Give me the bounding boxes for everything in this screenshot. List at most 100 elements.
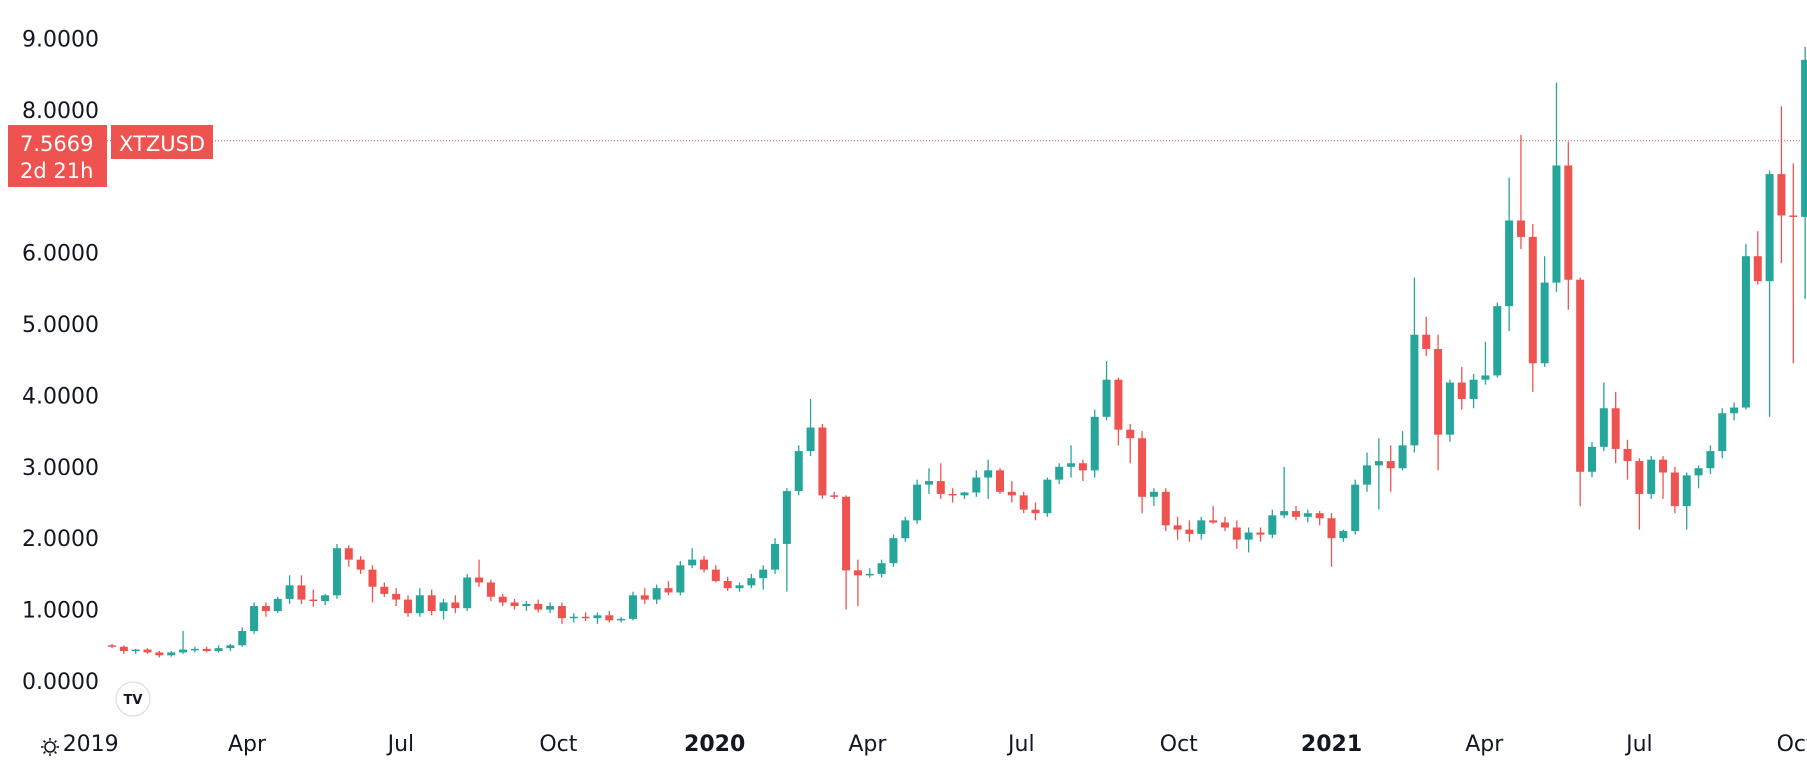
candle xyxy=(1552,82,1561,292)
x-tick-label: 2020 xyxy=(684,732,745,757)
candle xyxy=(1339,529,1348,542)
candle-body xyxy=(380,586,389,594)
candle-body xyxy=(1694,468,1703,476)
candle xyxy=(155,651,164,658)
tradingview-logo[interactable]: TV xyxy=(115,681,151,717)
candle xyxy=(853,559,862,607)
candle xyxy=(1055,463,1064,484)
candle-body xyxy=(1327,518,1336,539)
candle xyxy=(818,423,827,499)
candle-body xyxy=(1303,513,1312,517)
candle-body xyxy=(155,652,164,656)
candle xyxy=(1315,511,1324,526)
candle xyxy=(628,591,637,621)
candle-body xyxy=(226,645,235,649)
candle-body xyxy=(581,616,590,619)
candle-body xyxy=(463,577,472,609)
candle xyxy=(1031,502,1040,521)
candle-body xyxy=(1540,282,1549,364)
candle xyxy=(1706,445,1715,474)
last-price-value: 7.5669 xyxy=(20,132,93,156)
candle xyxy=(238,627,247,647)
gear-icon[interactable] xyxy=(41,738,59,756)
candle xyxy=(842,495,851,610)
candle xyxy=(901,516,910,542)
candle-body xyxy=(617,618,626,621)
candle xyxy=(1197,516,1206,540)
y-tick-label: 8.0000 xyxy=(22,99,99,124)
candle xyxy=(108,643,116,649)
candle xyxy=(1801,46,1807,300)
candle-body xyxy=(1256,532,1265,535)
last-price-badge-bg xyxy=(8,125,107,187)
candle xyxy=(1149,488,1158,507)
candle-body xyxy=(1102,379,1111,417)
candle-body xyxy=(534,603,543,610)
candle xyxy=(984,459,993,499)
candle xyxy=(380,582,389,597)
candle-body xyxy=(1528,236,1537,364)
candle-body xyxy=(936,481,945,494)
candle xyxy=(1422,316,1431,357)
candle xyxy=(1434,334,1443,471)
x-tick-label: 2021 xyxy=(1301,732,1362,757)
candle xyxy=(226,643,235,652)
candle xyxy=(250,602,259,634)
candle-body xyxy=(1244,532,1253,540)
candle xyxy=(1647,456,1656,499)
candle xyxy=(1481,341,1490,385)
candle xyxy=(676,561,685,596)
candle xyxy=(996,468,1004,494)
candle-body xyxy=(723,581,732,589)
x-tick-label: Jul xyxy=(1006,732,1035,757)
candle xyxy=(309,589,318,607)
candle-body xyxy=(1398,445,1407,469)
candle xyxy=(1007,481,1016,503)
candle-body xyxy=(321,595,330,602)
candle-body xyxy=(960,492,969,496)
candle xyxy=(1682,472,1691,530)
candle xyxy=(593,612,602,624)
candle-body xyxy=(1611,408,1620,449)
candle-body xyxy=(901,520,910,539)
candle xyxy=(1256,527,1265,542)
candle-body xyxy=(1493,306,1502,376)
time-axis[interactable]: 2019 Apr Jul Oct 2020 Apr Jul Oct 2021 Apr Jul Oct xyxy=(63,732,1807,757)
candle-body xyxy=(1564,165,1573,280)
candle xyxy=(332,543,341,599)
candle-body xyxy=(1090,416,1099,471)
candle xyxy=(1505,177,1514,332)
candle-body xyxy=(889,538,898,564)
candle xyxy=(451,595,460,614)
candle xyxy=(1599,382,1608,452)
candle xyxy=(546,602,555,614)
candle xyxy=(1730,402,1739,421)
candle-body xyxy=(546,606,555,610)
candle-body xyxy=(1126,429,1135,439)
candle-body xyxy=(1599,408,1608,447)
candle-body xyxy=(557,606,566,619)
x-tick-label: Oct xyxy=(1777,732,1807,757)
price-axis[interactable]: 0.0000 1.0000 2.0000 3.0000 4.0000 5.0000 6.00… xyxy=(22,27,99,695)
candle xyxy=(664,581,673,596)
candle-body xyxy=(972,477,981,493)
candle xyxy=(794,445,803,496)
candle xyxy=(1741,244,1750,410)
candle xyxy=(261,602,270,617)
candle xyxy=(463,573,472,612)
candle-body xyxy=(238,631,247,646)
candle xyxy=(344,545,353,567)
candle-body xyxy=(1730,407,1739,414)
candle-body xyxy=(913,484,922,521)
candle xyxy=(1090,409,1099,478)
symbol-badge: XTZUSD xyxy=(111,125,213,159)
candle xyxy=(1469,373,1478,409)
candle xyxy=(759,565,768,590)
candle-body xyxy=(1445,382,1454,435)
candle-body xyxy=(1469,379,1478,399)
candle-body xyxy=(1019,495,1028,510)
candle-body xyxy=(1138,438,1147,497)
y-tick-label: 3.0000 xyxy=(22,456,99,481)
